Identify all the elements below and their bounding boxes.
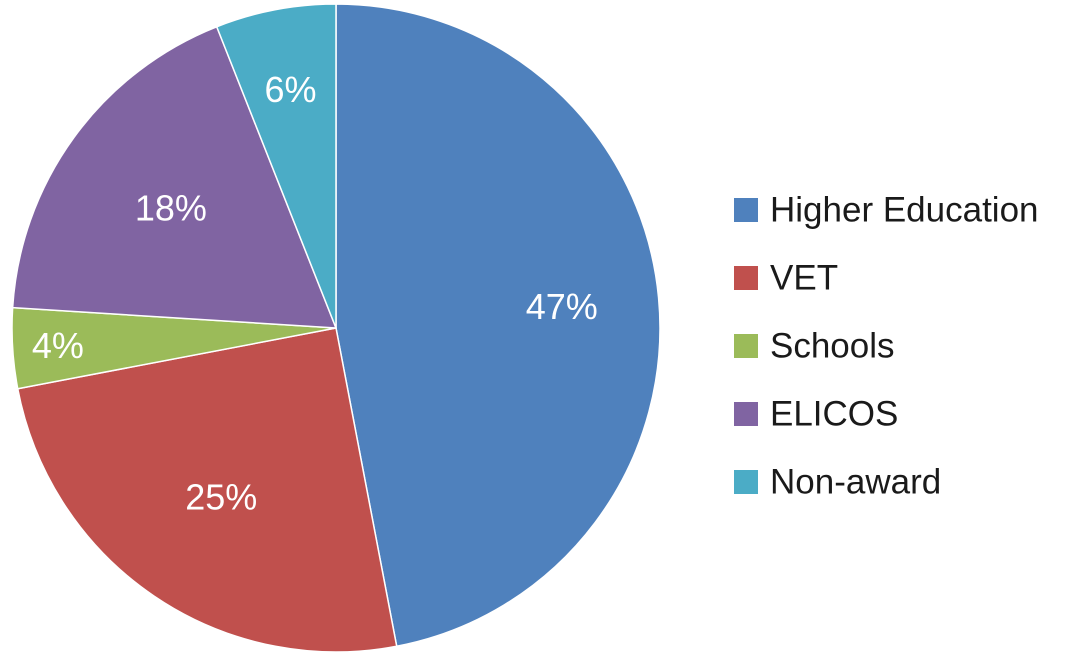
pie-slice-vet xyxy=(16,327,398,653)
data-label-schools: 4% xyxy=(32,325,84,366)
pie-slice-elicos xyxy=(11,26,337,329)
data-label-elicos: 18% xyxy=(135,188,207,229)
data-label-vet: 25% xyxy=(185,476,257,517)
legend-label-non-award: Non-award xyxy=(770,463,941,502)
data-label-higher-education: 47% xyxy=(526,286,598,327)
pie-data-labels: 47% 25% 4% 18% 6% xyxy=(32,69,598,518)
legend-label-elicos: ELICOS xyxy=(770,395,898,434)
pie-slices xyxy=(11,3,661,653)
legend-label-vet: VET xyxy=(770,259,838,298)
legend-swatch-higher-education xyxy=(734,198,758,222)
legend-swatch-schools xyxy=(734,334,758,358)
legend-swatch-elicos xyxy=(734,402,758,426)
legend-label-higher-education: Higher Education xyxy=(770,191,1039,230)
data-label-non-award: 6% xyxy=(264,69,316,110)
legend: Higher Education VET Schools ELICOS Non-awar… xyxy=(734,191,1039,502)
legend-swatch-vet xyxy=(734,266,758,290)
pie-slice-higher-education xyxy=(335,3,661,648)
legend-label-schools: Schools xyxy=(770,327,895,366)
pie-slice-non-award xyxy=(215,3,337,329)
legend-swatch-non-award xyxy=(734,470,758,494)
